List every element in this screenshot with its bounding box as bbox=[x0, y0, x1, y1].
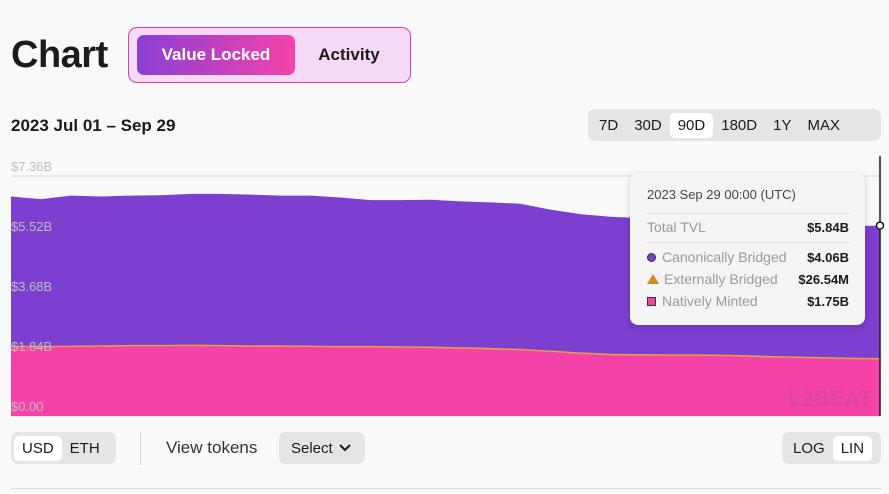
divider bbox=[11, 488, 881, 489]
period-90d-button[interactable]: 90D bbox=[669, 112, 714, 138]
currency-usd-button[interactable]: USD bbox=[14, 435, 62, 461]
period-selector: 7D 30D 90D 180D 1Y MAX bbox=[588, 109, 881, 141]
tooltip-divider bbox=[647, 213, 849, 214]
tooltip-native-value: $1.75B bbox=[807, 293, 849, 309]
chevron-down-icon bbox=[338, 444, 351, 452]
tooltip-total-row: Total TVL $5.84B bbox=[647, 219, 849, 235]
tooltip-row-canonical: Canonically Bridged $4.06B bbox=[647, 249, 849, 265]
period-max-button[interactable]: MAX bbox=[807, 116, 840, 134]
tooltip-divider bbox=[647, 242, 849, 243]
tooltip-total-label: Total TVL bbox=[647, 219, 706, 235]
currency-eth-button[interactable]: ETH bbox=[69, 439, 100, 457]
tab-activity[interactable]: Activity bbox=[318, 45, 380, 64]
hover-point bbox=[875, 221, 885, 230]
tooltip-canonical-value: $4.06B bbox=[807, 249, 849, 265]
period-180d-button[interactable]: 180D bbox=[721, 116, 758, 134]
y-tick-label: $0.00 bbox=[11, 399, 44, 414]
token-select-dropdown[interactable]: Select bbox=[279, 432, 365, 464]
triangle-icon bbox=[647, 274, 659, 284]
tooltip-total-value: $5.84B bbox=[807, 219, 849, 235]
chart-type-toggle: Value Locked Activity bbox=[128, 27, 411, 83]
date-range: 2023 Jul 01 – Sep 29 bbox=[11, 116, 176, 135]
tooltip-native-label: Natively Minted bbox=[662, 293, 758, 309]
select-label: Select bbox=[291, 439, 333, 457]
tooltip-row-external: Externally Bridged $26.54M bbox=[647, 271, 849, 287]
tooltip-external-value: $26.54M bbox=[798, 271, 849, 287]
scale-log-button[interactable]: LOG bbox=[793, 439, 825, 457]
period-1y-button[interactable]: 1Y bbox=[773, 116, 792, 134]
y-tick-label: $5.52B bbox=[11, 219, 52, 234]
scale-selector: LOG LIN bbox=[782, 432, 881, 464]
circle-icon bbox=[647, 252, 656, 262]
currency-selector: USD ETH bbox=[11, 432, 116, 464]
chart-tooltip: 2023 Sep 29 00:00 (UTC) Total TVL $5.84B… bbox=[630, 173, 865, 325]
y-tick-label: $7.36B bbox=[11, 159, 52, 174]
tooltip-external-label: Externally Bridged bbox=[664, 271, 778, 287]
y-tick-label: $3.68B bbox=[11, 279, 52, 294]
square-icon bbox=[647, 296, 656, 306]
page-title: Chart bbox=[11, 34, 108, 76]
tooltip-canonical-label: Canonically Bridged bbox=[662, 249, 787, 265]
tooltip-date: 2023 Sep 29 00:00 (UTC) bbox=[647, 187, 796, 202]
period-7d-button[interactable]: 7D bbox=[599, 116, 619, 134]
scale-lin-button[interactable]: LIN bbox=[832, 435, 873, 461]
divider bbox=[140, 432, 141, 465]
y-tick-label: $1.84B bbox=[11, 339, 52, 354]
period-30d-button[interactable]: 30D bbox=[634, 116, 662, 134]
tooltip-row-native: Natively Minted $1.75B bbox=[647, 293, 849, 309]
area-natively-minted bbox=[11, 345, 880, 416]
tab-value-locked[interactable]: Value Locked bbox=[137, 35, 295, 75]
view-tokens-label: View tokens bbox=[166, 438, 258, 457]
watermark-logo: L2BEAT bbox=[788, 386, 872, 411]
